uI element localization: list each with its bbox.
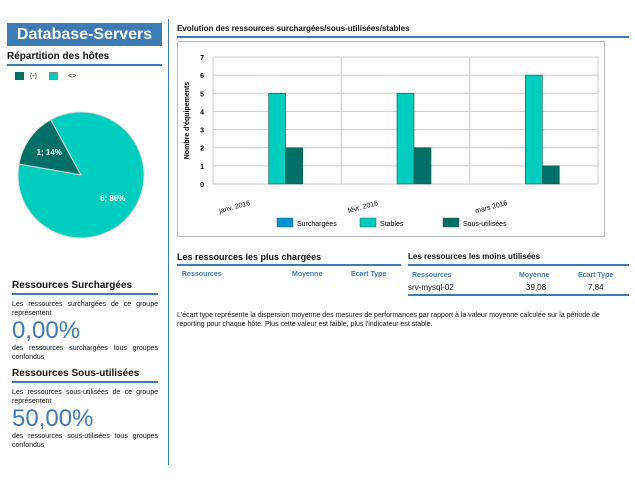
y-tick-label: 4 xyxy=(200,109,204,116)
chart-title: Evolution des ressources surchargées/sou… xyxy=(177,23,629,38)
surchargees-outro: des ressources surchargées tous groupes … xyxy=(12,345,158,361)
y-axis-label: Nombre d'équipements xyxy=(184,82,191,160)
bar-Stables xyxy=(268,92,286,185)
sous-utilisees-title: Ressources Sous-utilisées xyxy=(12,368,158,383)
legend-label: Surchargées xyxy=(297,221,337,228)
surchargees-intro: Les ressources surchargées de ce groupe … xyxy=(12,301,158,317)
bar-Stables xyxy=(525,74,543,185)
sous-utilisees-intro: Les ressources sous-utilisées de ce grou… xyxy=(12,389,158,405)
legend-swatch xyxy=(276,217,294,228)
repartition-title: Répartition des hôtes xyxy=(7,51,162,66)
column-divider xyxy=(168,19,169,465)
moins-utilisees-title: Les ressources les moins utilisées xyxy=(408,252,541,261)
y-tick-label: 5 xyxy=(200,91,204,98)
legend-label: Sous-utilisées xyxy=(463,221,507,228)
left-stats-column: Ressources Surchargées Les ressources su… xyxy=(12,280,158,450)
column-header: Moyenne xyxy=(292,271,323,278)
y-tick-label: 2 xyxy=(200,146,204,153)
note-text: L'écart type représente la dispersion mo… xyxy=(177,312,600,328)
column-header: Moyenne xyxy=(519,272,550,279)
surchargees-value: 0,00% xyxy=(12,317,81,344)
legend-label: Stables xyxy=(380,221,404,228)
page-title: Database-Servers xyxy=(7,23,162,46)
bar-Sous-utilisées xyxy=(542,165,560,185)
pie-legend: (-) <> xyxy=(15,72,76,80)
y-tick-label: 7 xyxy=(200,55,204,62)
sous-utilisees-outro: des ressources sous-utilisées tous group… xyxy=(12,433,158,449)
y-tick-label: 0 xyxy=(200,182,204,189)
bar-Sous-utilisées xyxy=(413,147,432,185)
bar-Stables xyxy=(396,92,415,185)
cell-moyenne: 39,08 xyxy=(526,283,547,292)
divider xyxy=(408,264,629,266)
column-header: Ecart Type xyxy=(578,272,614,279)
pie-slice xyxy=(17,111,145,239)
pie-label: 1; 14% xyxy=(37,148,62,157)
legend-label: (-) xyxy=(30,72,37,80)
column-header: Ressources xyxy=(182,271,222,278)
legend-swatch xyxy=(442,217,460,228)
legend-label: <> xyxy=(68,72,77,80)
legend-swatch-light xyxy=(49,72,58,80)
plus-chargees-title: Les ressources les plus chargées xyxy=(177,251,401,266)
y-tick-label: 3 xyxy=(200,128,204,135)
pie-label: 6; 86% xyxy=(100,194,125,203)
cell-ecart: 7,84 xyxy=(588,283,604,292)
sous-utilisees-value: 50,00% xyxy=(12,405,94,432)
column-header: Ecart Type xyxy=(351,271,387,278)
table-row: srv-mysql-02 39,08 7,84 xyxy=(408,283,629,296)
legend-swatch xyxy=(359,217,377,228)
column-header: Ressources xyxy=(412,272,452,279)
y-tick-label: 6 xyxy=(200,73,204,80)
legend-swatch-dark xyxy=(15,72,24,80)
cell-resource: srv-mysql-02 xyxy=(408,283,454,292)
surchargees-title: Ressources Surchargées xyxy=(12,280,158,295)
pie-slice xyxy=(18,119,82,176)
y-tick-label: 1 xyxy=(200,164,204,171)
pie-chart: 1; 14% 6; 86% xyxy=(17,111,145,239)
bar-Sous-utilisées xyxy=(285,147,303,185)
